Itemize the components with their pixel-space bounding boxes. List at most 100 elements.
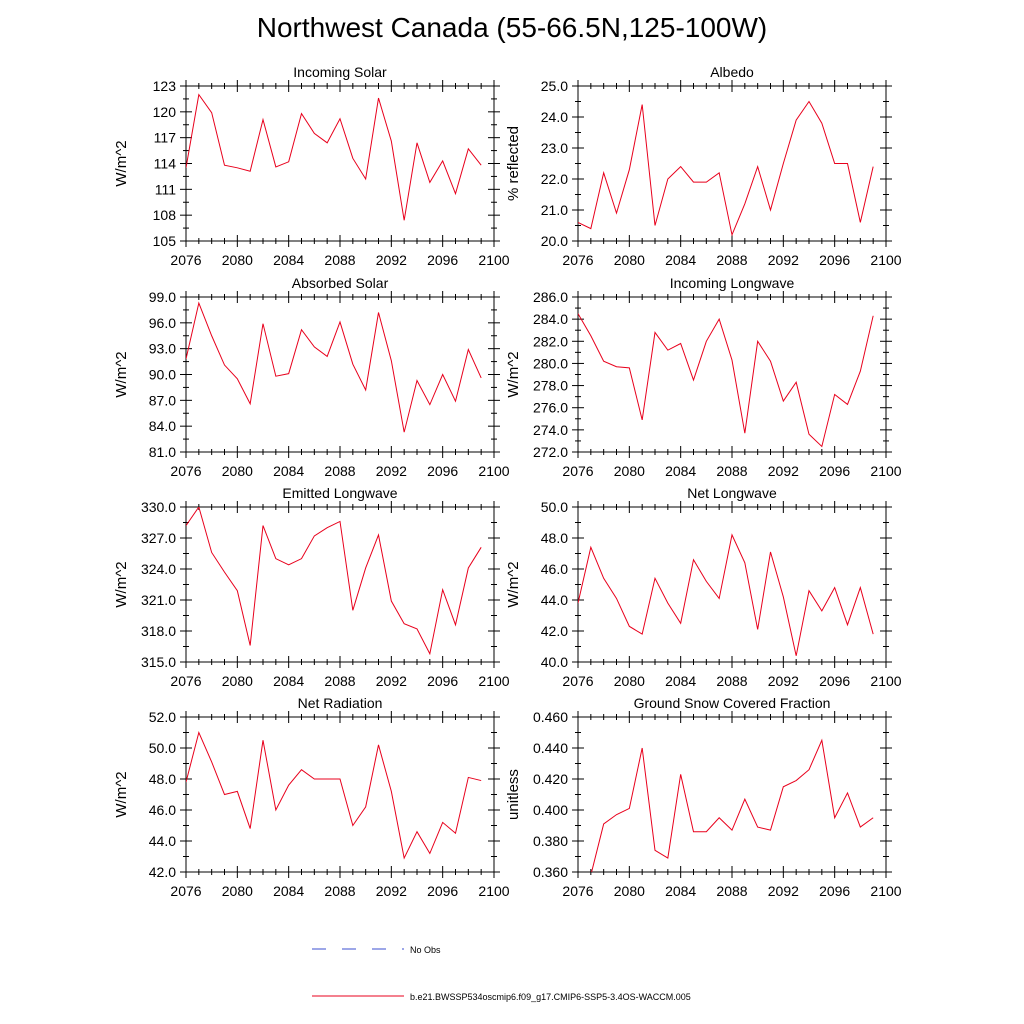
legend: No Obs b.e21.BWSSP534oscmip6.f09_g17.CMI… [312,945,691,1002]
y-tick-label: 286.0 [533,289,568,305]
x-tick-label: 2100 [478,252,509,268]
y-tick-label: 315.0 [141,654,176,670]
legend-model-label: b.e21.BWSSP534oscmip6.f09_g17.CMIP6-SSP5… [410,992,691,1002]
x-tick-label: 2092 [768,673,799,689]
y-tick-label: 0.460 [533,709,568,725]
y-tick-label: 25.0 [541,78,568,94]
panel-ground-snow-covered-fraction: 2076 2080 2084 2088 2092 2096 2100 0.360 0.380 0.… [505,695,902,899]
x-tick-label: 2100 [870,673,901,689]
y-tick-label: 23.0 [541,140,568,156]
y-tick-label: 52.0 [149,709,176,725]
plot-frame [185,506,495,663]
y-tick-label: 22.0 [541,171,568,187]
x-tick-label: 2076 [170,252,201,268]
x-tick-label: 2088 [716,252,747,268]
series-line-net-longwave [578,533,874,656]
y-tick-label: 48.0 [541,530,568,546]
y-tick-label: 40.0 [541,654,568,670]
y-tick-label: 284.0 [533,311,568,327]
y-tick-label: 321.0 [141,592,176,608]
y-tick-label: 327.0 [141,530,176,546]
x-tick-label: 2092 [768,883,799,899]
y-axis-label: W/m^2 [113,351,130,397]
panel-title: Incoming Solar [293,64,387,80]
x-tick-label: 2080 [614,252,645,268]
x-tick-label: 2096 [819,252,850,268]
y-tick-label: 120 [153,104,177,120]
y-tick-label: 0.360 [533,864,568,880]
x-tick-label: 2076 [170,463,201,479]
y-tick-label: 42.0 [541,623,568,639]
x-tick-label: 2088 [324,883,355,899]
y-tick-label: 324.0 [141,561,176,577]
panel-absorbed-solar: 2076 2080 2084 2088 2092 2096 2100 81.0 84.0 87.0… [113,275,510,479]
y-tick-label: 50.0 [541,499,568,515]
y-tick-label: 44.0 [149,833,176,849]
plot-frame [577,506,887,663]
y-axis-label: W/m^2 [505,561,522,607]
plot-frame [577,296,887,453]
x-tick-label: 2080 [614,883,645,899]
y-tick-label: 96.0 [149,315,176,331]
y-tick-label: 50.0 [149,740,176,756]
y-tick-label: 24.0 [541,109,568,125]
x-tick-label: 2080 [222,673,253,689]
y-tick-label: 272.0 [533,444,568,460]
x-tick-label: 2080 [222,252,253,268]
x-tick-label: 2088 [324,463,355,479]
y-tick-label: 44.0 [541,592,568,608]
y-tick-label: 123 [153,78,177,94]
y-tick-label: 48.0 [149,771,176,787]
y-tick-label: 274.0 [533,422,568,438]
panel-title: Albedo [710,64,754,80]
panel-title: Incoming Longwave [670,275,795,291]
x-tick-label: 2080 [614,673,645,689]
y-tick-label: 0.400 [533,802,568,818]
x-tick-label: 2076 [562,883,593,899]
y-tick-label: 105 [153,233,177,249]
series-line-net-radiation [186,730,482,860]
y-tick-label: 114 [154,156,177,172]
y-tick-label: 108 [153,207,177,223]
x-tick-label: 2092 [768,463,799,479]
y-tick-label: 46.0 [149,802,176,818]
y-tick-label: 280.0 [533,355,568,371]
panel-incoming-longwave: 2076 2080 2084 2088 2092 2096 2100 272.0 274.0 27… [505,275,902,479]
plot-frame [185,716,495,873]
panel-net-radiation: 2076 2080 2084 2088 2092 2096 2100 42.0 44.0 46.0… [113,695,510,899]
y-axis-label: % reflected [505,126,522,201]
x-tick-label: 2076 [170,673,201,689]
x-tick-label: 2080 [222,883,253,899]
x-tick-label: 2080 [222,463,253,479]
x-tick-label: 2092 [376,883,407,899]
series-line-incoming-longwave [578,313,874,448]
y-tick-label: 111 [155,181,176,197]
y-tick-label: 0.420 [533,771,568,787]
y-tick-label: 20.0 [541,233,568,249]
y-tick-label: 318.0 [141,623,176,639]
x-tick-label: 2092 [768,252,799,268]
x-tick-label: 2096 [819,463,850,479]
x-tick-label: 2076 [562,673,593,689]
x-tick-label: 2088 [716,463,747,479]
y-tick-label: 117 [154,130,177,146]
y-tick-label: 90.0 [149,367,176,383]
x-tick-label: 2100 [870,463,901,479]
y-tick-label: 93.0 [149,341,176,357]
x-tick-label: 2096 [819,883,850,899]
series-line-ground-snow-covered-fraction [591,738,874,872]
x-tick-label: 2084 [665,463,696,479]
panel-title: Ground Snow Covered Fraction [634,695,831,711]
y-tick-label: 84.0 [149,418,176,434]
y-axis-label: W/m^2 [113,561,130,607]
x-tick-label: 2092 [376,463,407,479]
x-tick-label: 2088 [324,673,355,689]
x-tick-label: 2084 [273,463,304,479]
x-tick-label: 2084 [273,252,304,268]
panel-title: Net Longwave [687,485,777,501]
figure-title: Northwest Canada (55-66.5N,125-100W) [256,12,768,43]
plot-frame [185,296,495,453]
series-line-incoming-solar [186,93,482,221]
y-tick-label: 278.0 [533,378,568,394]
